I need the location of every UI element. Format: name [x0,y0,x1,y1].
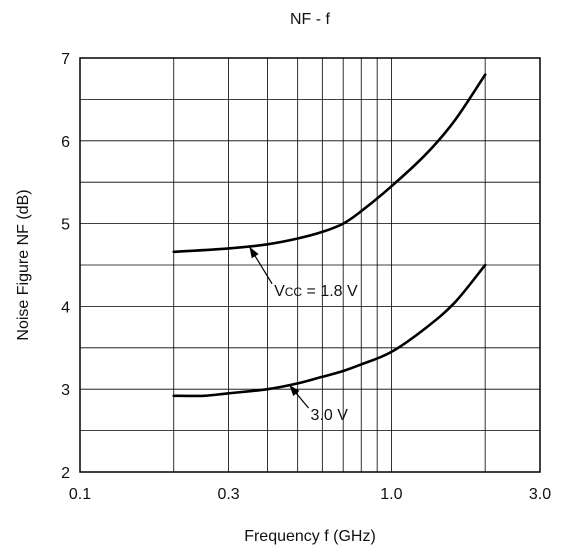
series-line-0 [172,73,487,254]
annotations: VCC = 1.8 V 3.0 V [248,246,358,424]
y-tick-labels: 2 3 4 5 6 7 [61,51,70,482]
x-tick-label: 0.3 [217,486,239,503]
grid [80,58,540,472]
x-tick-label: 3.0 [529,486,551,503]
y-tick-label: 3 [61,382,70,399]
chart-title: NF - f [290,11,331,28]
annotation-label-0: VCC = 1.8 V [274,283,358,300]
y-tick-label: 4 [61,299,70,316]
x-tick-label: 0.1 [69,486,91,503]
x-tick-label: 1.0 [380,486,402,503]
curves [172,73,487,398]
plot-frame [79,57,541,473]
y-tick-label: 6 [61,134,70,151]
series-line-1 [172,263,487,398]
y-tick-label: 2 [61,465,70,482]
x-axis-label: Frequency f (GHz) [244,528,376,545]
x-tick-labels: 0.1 0.3 1.0 3.0 [69,486,551,503]
y-tick-label: 5 [61,217,70,234]
annotation-arrowhead-0 [249,246,259,259]
y-tick-label: 7 [61,51,70,68]
y-axis-label: Noise Figure NF (dB) [15,189,32,340]
annotation-arrowhead-1 [289,385,300,397]
annotation-label-1: 3.0 V [311,407,349,424]
